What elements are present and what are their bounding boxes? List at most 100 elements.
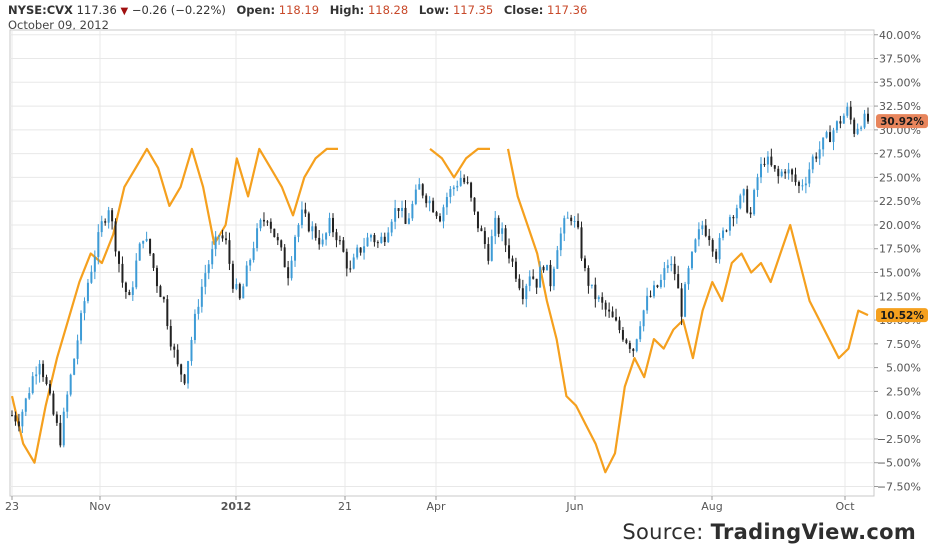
candle-body (801, 185, 804, 187)
candle-body (138, 243, 141, 261)
candle-body (162, 297, 165, 300)
candle-body (135, 260, 138, 288)
candle-body (722, 230, 725, 238)
candle-body (166, 299, 169, 327)
candle-body (773, 165, 776, 169)
candle-body (432, 200, 435, 213)
candle-body (31, 376, 34, 394)
candle-body (69, 374, 72, 395)
candle-body (549, 264, 552, 287)
candle-body (863, 113, 866, 128)
y-tick-label: 5.00% (886, 362, 921, 375)
source-brand: TradingView.com (710, 520, 916, 544)
candle-body (583, 258, 586, 268)
candle-body (594, 284, 597, 300)
x-tick-label: 21 (338, 500, 352, 513)
low-value: 117.35 (452, 3, 494, 17)
candle-body (670, 263, 673, 266)
candle-body (200, 286, 203, 307)
candle-body (380, 236, 383, 243)
candle-body (597, 297, 600, 300)
candle-body (735, 208, 738, 219)
candle-body (428, 200, 431, 204)
x-tick-label: Jun (565, 500, 583, 513)
candle-body (459, 178, 462, 186)
candle-body (846, 106, 849, 116)
x-tick-label: 2012 (221, 500, 252, 513)
x-tick-label: Apr (426, 500, 446, 513)
y-tick-label: −2.50% (877, 433, 921, 446)
candle-body (238, 284, 241, 299)
candle-body (494, 217, 497, 237)
candle-body (128, 292, 131, 296)
candle-body (290, 260, 293, 279)
close-value: 117.36 (547, 3, 588, 17)
candle-body (242, 286, 245, 299)
candle-body (269, 221, 272, 229)
y-tick-label: −5.00% (877, 457, 921, 470)
candle-body (169, 326, 172, 347)
candle-body (539, 266, 542, 288)
candle-body (739, 195, 742, 209)
candle-body (487, 244, 490, 261)
candle-body (131, 287, 134, 296)
candle-body (601, 297, 604, 303)
candle-body (325, 233, 328, 240)
candle-body (611, 311, 614, 318)
x-tick-label: 23 (5, 500, 19, 513)
candle-body (318, 237, 321, 245)
candle-body (204, 273, 207, 287)
candle-body (456, 185, 459, 188)
open-value: 118.19 (278, 3, 320, 17)
candle-body (11, 415, 13, 417)
candle-body (473, 197, 476, 212)
candle-body (335, 232, 338, 241)
y-tick-label: 20.00% (879, 219, 921, 232)
cvx-last-value-label: 30.92% (880, 116, 924, 128)
candle-body (753, 190, 756, 215)
candle-body (556, 250, 559, 269)
candle-body (808, 169, 811, 184)
candle-body (414, 189, 417, 204)
candle-body (418, 184, 421, 190)
chart-header: NYSE:CVX 117.36 ▼ −0.26 (−0.22%) Open: 1… (8, 2, 594, 32)
candle-body (86, 282, 89, 302)
candle-body (615, 317, 618, 321)
candle-body (17, 421, 20, 427)
candle-body (797, 182, 800, 186)
y-tick-label: 37.50% (879, 53, 921, 66)
candle-body (835, 121, 838, 131)
candle-body (763, 163, 766, 165)
candle-body (842, 115, 845, 124)
candle-body (345, 251, 348, 269)
candle-body (407, 218, 410, 224)
candle-body (373, 235, 376, 243)
candle-body (728, 217, 731, 231)
candle-body (853, 119, 856, 134)
y-tick-label: 25.00% (879, 171, 921, 184)
candle-body (566, 217, 569, 219)
candle-body (708, 235, 711, 241)
candle-body (14, 415, 17, 422)
candle-body (625, 339, 628, 343)
candle-body (211, 249, 214, 265)
candle-body (287, 267, 290, 279)
candle-body (100, 221, 103, 233)
candle-body (656, 285, 659, 288)
candle-body (442, 207, 445, 222)
candle-body (552, 268, 555, 287)
candle-body (187, 361, 190, 384)
candle-body (190, 340, 193, 362)
candle-body (48, 384, 51, 394)
candle-body (121, 263, 124, 283)
candle-body (639, 326, 642, 340)
candle-body (463, 178, 466, 183)
candle-body (673, 263, 676, 275)
candle-body (818, 149, 821, 159)
candle-body (280, 240, 283, 248)
candle-body (832, 130, 835, 142)
candle-body (604, 302, 607, 310)
last-value-labels: 30.92% 10.52% (876, 114, 928, 323)
candle-body (525, 285, 528, 300)
